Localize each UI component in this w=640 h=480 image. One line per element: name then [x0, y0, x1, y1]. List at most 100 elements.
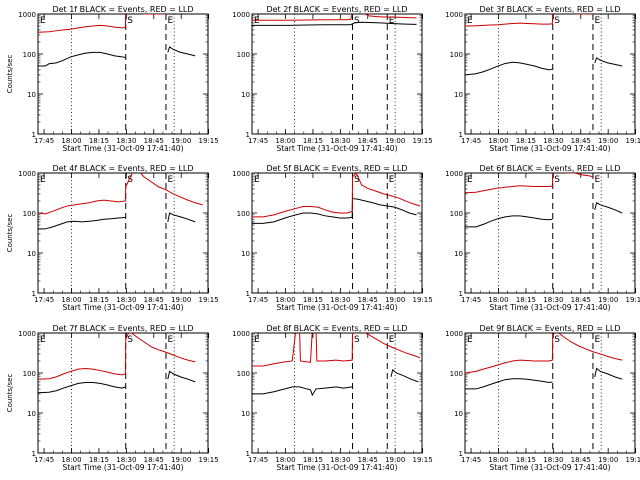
x-tick-label: 18:30 [116, 137, 136, 145]
y-tick-label: 1 [32, 131, 36, 139]
y-tick-label: 1000 [445, 170, 463, 178]
series-line [465, 367, 623, 390]
detector-panel-9: Det 9f BLACK = Events, RED = LLD 1 10 100 10… [445, 324, 640, 472]
y-tick-label: 10 [27, 91, 36, 99]
x-axis-label: Start Time (31-Oct-09 17:41:40) [489, 303, 610, 312]
interval-marker-label: E [594, 175, 600, 185]
x-tick-label: 17:45 [34, 137, 54, 145]
x-tick-label: 18:15 [303, 137, 323, 145]
edge-marker-label: E [40, 335, 46, 345]
y-tick-label: 1000 [232, 330, 250, 338]
x-tick-label: 18:45 [358, 296, 378, 304]
x-tick-label: 18:45 [144, 456, 164, 464]
x-tick-label: 18:30 [116, 296, 136, 304]
x-axis-label: Start Time (31-Oct-09 17:41:40) [62, 144, 183, 153]
x-tick-label: 19:15 [199, 296, 219, 304]
y-tick-label: 1000 [18, 170, 36, 178]
series-line [465, 173, 594, 194]
panel-title: Det 6f BLACK = Events, RED = LLD [479, 164, 620, 173]
series-line [465, 202, 623, 228]
y-tick-label: 100 [237, 51, 250, 59]
x-tick-label: 18:45 [571, 137, 591, 145]
x-tick-label: 19:00 [598, 137, 618, 145]
y-tick-label: 100 [450, 51, 463, 59]
interval-marker-label: S [354, 175, 360, 185]
series-line [252, 368, 419, 397]
series-line [465, 14, 593, 27]
interval-marker-label: S [554, 335, 560, 345]
panel-title: Det 9f BLACK = Events, RED = LLD [479, 324, 620, 333]
detector-panel-3: Det 3f BLACK = Events, RED = LLD 1 10 100 10… [445, 5, 640, 153]
x-axis-label: Start Time (31-Oct-09 17:41:40) [276, 463, 397, 472]
y-tick-label: 10 [454, 250, 463, 258]
x-axis-label: Start Time (31-Oct-09 17:41:40) [62, 463, 183, 472]
interval-marker-label: E [389, 175, 395, 185]
interval-marker-label: E [594, 16, 600, 26]
series-line [252, 197, 417, 224]
x-tick-label: 18:15 [89, 296, 109, 304]
y-axis-label: Counts/sec [6, 214, 14, 253]
y-tick-label: 1 [246, 131, 250, 139]
series-line [465, 57, 623, 76]
x-tick-label: 18:30 [330, 296, 350, 304]
y-tick-label: 1 [246, 450, 250, 458]
y-tick-label: 10 [454, 91, 463, 99]
x-tick-label: 18:30 [116, 456, 136, 464]
plot-frame [37, 332, 209, 454]
plot-frame [464, 332, 636, 454]
edge-marker-label: E [467, 335, 473, 345]
x-tick-label: 19:00 [385, 137, 405, 145]
y-tick-label: 100 [23, 210, 36, 218]
x-axis-label: Start Time (31-Oct-09 17:41:40) [489, 144, 610, 153]
y-tick-label: 100 [237, 210, 250, 218]
detector-panel-6: Det 6f BLACK = Events, RED = LLD 1 10 100 10… [445, 164, 640, 312]
y-tick-label: 100 [23, 51, 36, 59]
series-line [465, 333, 623, 374]
x-tick-label: 18:15 [516, 296, 536, 304]
series-line [38, 46, 196, 67]
y-tick-label: 100 [23, 370, 36, 378]
series-line [252, 14, 417, 21]
edge-marker-label: E [254, 175, 260, 185]
edge-marker-label: E [40, 175, 46, 185]
series-line [38, 212, 196, 230]
panel-title: Det 8f BLACK = Events, RED = LLD [266, 324, 407, 333]
series-line [38, 370, 196, 394]
interval-marker-label: E [167, 175, 173, 185]
x-axis-label: Start Time (31-Oct-09 17:41:40) [489, 463, 610, 472]
y-tick-label: 1000 [232, 170, 250, 178]
x-tick-label: 17:45 [461, 456, 481, 464]
interval-marker-label: S [127, 16, 133, 26]
plot-frame [464, 13, 636, 135]
x-tick-label: 19:00 [598, 456, 618, 464]
y-tick-label: 1000 [445, 11, 463, 19]
x-tick-label: 18:45 [358, 137, 378, 145]
y-tick-label: 1 [459, 450, 463, 458]
x-tick-label: 18:15 [516, 456, 536, 464]
y-tick-label: 1000 [232, 11, 250, 19]
panel-title: Det 1f BLACK = Events, RED = LLD [52, 5, 193, 14]
x-tick-label: 18:30 [330, 137, 350, 145]
x-tick-label: 18:00 [488, 456, 508, 464]
x-tick-label: 19:15 [626, 296, 640, 304]
series-line [38, 333, 196, 380]
plot-frame [37, 13, 209, 135]
panel-title: Det 4f BLACK = Events, RED = LLD [52, 164, 193, 173]
y-tick-label: 100 [237, 370, 250, 378]
y-tick-label: 10 [241, 410, 250, 418]
panel-title: Det 2f BLACK = Events, RED = LLD [266, 5, 407, 14]
x-tick-label: 19:15 [413, 296, 433, 304]
y-tick-label: 100 [450, 210, 463, 218]
interval-marker-label: S [554, 175, 560, 185]
x-tick-label: 18:15 [89, 456, 109, 464]
x-tick-label: 19:15 [199, 456, 219, 464]
interval-marker-label: E [389, 16, 395, 26]
y-tick-label: 100 [450, 370, 463, 378]
x-tick-label: 18:30 [543, 456, 563, 464]
interval-marker-label: S [127, 175, 133, 185]
x-tick-label: 17:45 [34, 456, 54, 464]
interval-marker-label: S [127, 335, 133, 345]
plot-frame [251, 172, 423, 294]
x-tick-label: 18:15 [89, 137, 109, 145]
interval-marker-label: S [554, 16, 560, 26]
